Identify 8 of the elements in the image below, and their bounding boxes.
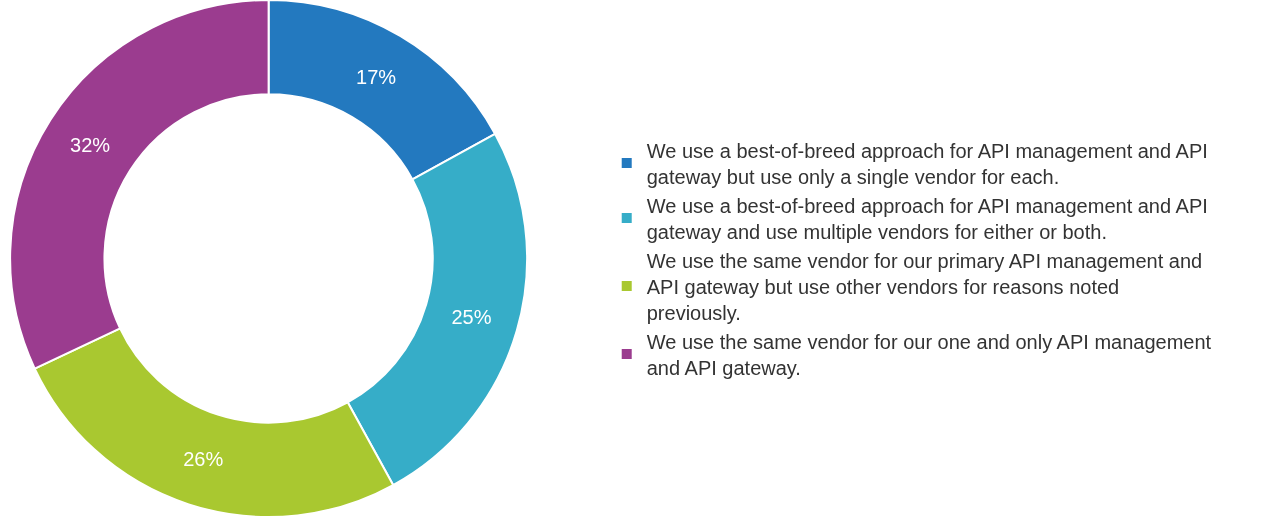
- legend-label: We use the same vendor for our one and only API management and API gateway.: [646, 330, 1212, 379]
- data-label: 26%: [183, 448, 224, 471]
- legend-label: We use the same vendor for our primary API management and API gateway but use other vendors for reasons noted previously.: [646, 249, 1203, 324]
- data-label: 17%: [356, 65, 397, 88]
- legend-label: We use a best-of-breed approach for API management and API gateway and use multiple vendors for either or both.: [646, 194, 1208, 243]
- data-label: 25%: [451, 306, 492, 329]
- legend-label: We use a best-of-breed approach for API management and API gateway but use only a single vendor for each.: [646, 139, 1208, 188]
- data-label: 32%: [70, 134, 111, 157]
